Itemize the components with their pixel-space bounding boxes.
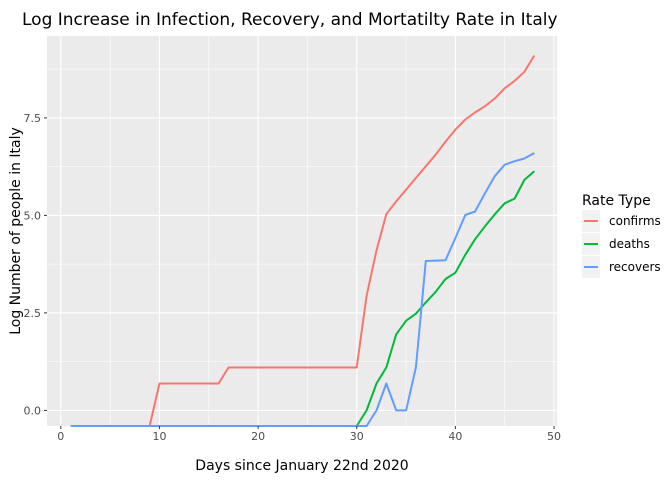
major-gridlines	[47, 36, 557, 426]
x-axis-ticks: 0 10 20 30 40 50	[57, 426, 561, 443]
series-line-deaths	[355, 170, 535, 427]
x-tick-label: 10	[152, 430, 166, 443]
legend-title: Rate Type	[582, 193, 651, 209]
legend-label-recovers: recovers	[609, 260, 661, 274]
x-tick-label: 40	[448, 430, 462, 443]
x-axis-title: Days since January 22nd 2020	[195, 458, 408, 474]
legend-label-deaths: deaths	[609, 237, 650, 251]
series-line-recovers	[70, 152, 535, 427]
plot-panel	[47, 36, 557, 426]
y-axis-title: Log Number of people in Italy	[8, 127, 24, 335]
legend-items: confirms deaths recovers	[582, 210, 661, 278]
y-tick-label: 0.0	[24, 404, 42, 417]
y-tick-label: 7.5	[24, 112, 42, 125]
chart-title: Log Increase in Infection, Recovery, and…	[22, 10, 558, 30]
y-tick-label: 5.0	[24, 209, 42, 222]
x-tick-label: 0	[57, 430, 64, 443]
minor-gridlines	[47, 36, 557, 426]
y-axis-ticks: 0.0 2.5 5.0 7.5	[24, 112, 47, 417]
y-tick-label: 2.5	[24, 307, 42, 320]
series-lines	[70, 54, 536, 427]
x-tick-label: 20	[251, 430, 265, 443]
legend-label-confirms: confirms	[609, 214, 661, 228]
legend: Rate Type confirms deaths recovers	[582, 193, 661, 278]
x-tick-label: 50	[547, 430, 561, 443]
x-tick-label: 30	[350, 430, 364, 443]
